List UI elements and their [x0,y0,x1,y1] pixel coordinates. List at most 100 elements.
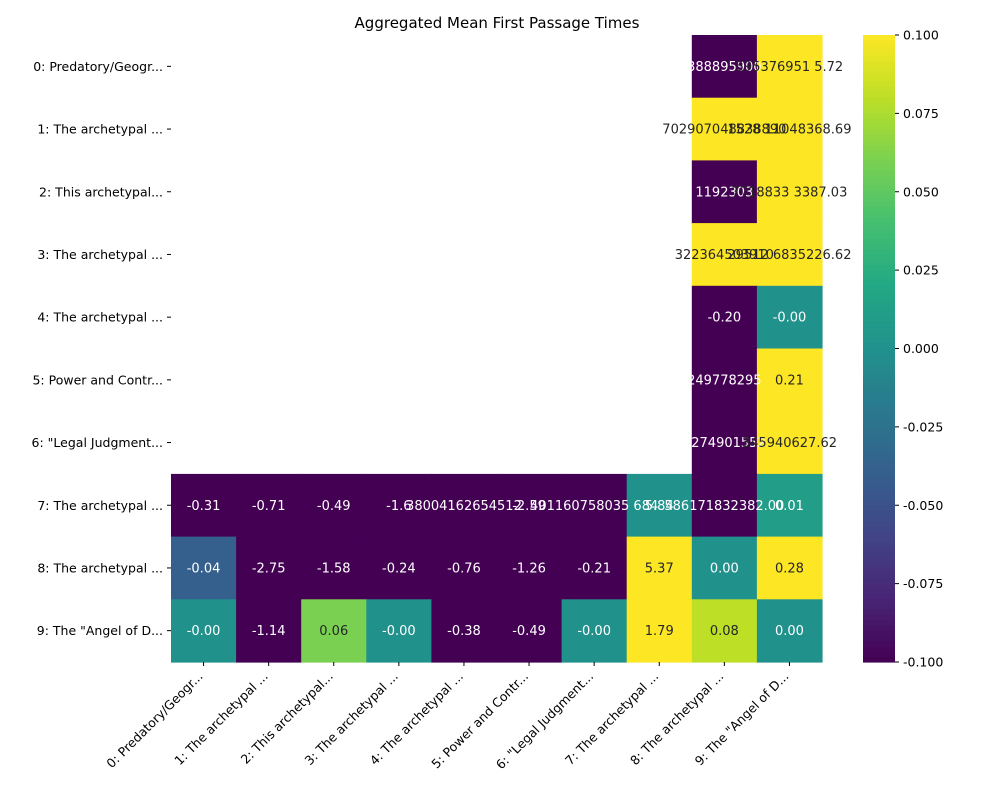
heatmap-cell [626,599,693,663]
heatmap-cells [171,35,823,663]
colorbar-segment [863,453,895,459]
colorbar-segment [863,291,895,297]
cell-value-label: -1.26 [512,561,546,576]
cell-value-label: 0.08 [710,624,739,639]
colorbar-segment [863,515,895,522]
colorbar-segment [863,338,895,344]
colorbar-segment [863,296,895,303]
heatmap-cell [171,536,237,600]
colorbar-segment [863,379,895,386]
colorbar-segment [863,609,895,616]
row-tick-labels: 0: Predatory/Geogr... 1: The archetypal .… [32,59,171,638]
colorbar-segment [863,45,895,52]
row-tick-label: 9: The "Angel of D... [37,623,163,638]
colorbar-segment [863,447,895,454]
cell-value-label: 345940627.62 [742,436,837,451]
chart-title: Aggregated Mean First Passage Times [355,14,640,32]
colorbar-segment [863,134,895,141]
heatmap-cell [301,536,367,600]
heatmap-cell [561,536,628,600]
row-tick-label: 3: The archetypal ... [37,247,163,262]
colorbar-segment [863,442,895,449]
heatmap-cell [171,599,237,663]
row-tick-label: 4: The archetypal ... [37,310,163,325]
colorbar-segment [863,567,895,574]
cell-value-label: 0.28 [775,561,804,576]
colorbar-segment [863,599,895,606]
heatmap-cell [756,473,823,538]
cell-value-label: -0.49 [512,624,546,639]
colorbar-segment [863,35,895,41]
heatmap-cell [756,536,823,600]
cell-value-label: 586171832382.00 [664,499,784,514]
colorbar-segment [863,630,895,637]
colorbar-segment [863,259,895,266]
cell-value-label: -0.00 [382,624,416,639]
colorbar-tick-label: 0.025 [903,263,939,278]
colorbar-segment [863,144,895,151]
heatmap-cell [366,473,432,538]
colorbar-segment [863,557,895,564]
heatmap-cell [366,599,432,663]
colorbar-segment [863,625,895,632]
heatmap-cell [691,223,758,287]
colorbar-segment [863,238,895,245]
colorbar-segment [863,635,895,642]
colorbar-segment [863,223,895,229]
cell-value-label: 0.01 [775,499,804,514]
heatmap-cell [626,536,693,600]
cell-value-label: -1.14 [252,624,286,639]
colorbar-segment [863,71,895,78]
cell-value-label: 0.00 [710,561,739,576]
colorbar-segment [863,494,895,501]
colorbar-tick-label: 0.050 [903,184,939,199]
cell-value-label: -2.75 [252,561,286,576]
colorbar-segment [863,40,895,47]
colorbar-segment [863,395,895,402]
colorbar-segment [863,129,895,135]
cell-value-label: 595376951 5.72 [736,60,844,75]
cell-value-label: -0.04 [187,561,221,576]
heatmap-cell [691,411,758,475]
heatmap-cell [756,223,823,287]
colorbar-segment [863,254,895,261]
cell-value-label: -2.59 [512,499,546,514]
colorbar-segment [863,531,895,538]
colorbar-segment [863,186,895,193]
colorbar-tick-label: -0.075 [903,576,943,591]
colorbar-segment [863,473,895,480]
colorbar-segment [863,421,895,428]
colorbar-tick-label: 0.100 [903,28,939,43]
heatmap-cell [691,285,758,350]
colorbar-tick-label: 0.000 [903,341,939,356]
row-tick-label: 1: The archetypal ... [37,122,163,137]
colorbar-segment [863,500,895,506]
cell-value-label: 401160758035 684 [530,499,658,514]
colorbar-segment [863,405,895,412]
colorbar-segment [863,270,895,276]
colorbar-tick-label: 0.075 [903,106,939,121]
cell-value-label: -0.71 [252,499,286,514]
heatmap-cell [691,599,758,663]
colorbar-segment [863,275,895,282]
heatmap-cell [431,473,498,538]
heatmap-cell [691,473,758,538]
colorbar-segment [863,343,895,350]
colorbar-segment [863,322,895,329]
cell-value-label: 1.79 [645,624,674,639]
cell-value-label: 249778295 [687,373,761,388]
colorbar-segment [863,55,895,62]
colorbar-segment [863,228,895,235]
heatmap-cell [171,473,237,538]
colorbar-segment [863,426,895,433]
colorbar-segment [863,358,895,365]
colorbar-segment [863,583,895,590]
heatmap-cell [236,599,302,663]
cell-value-label: 1274901552 [683,436,766,451]
colorbar-segment [863,562,895,569]
heatmap-cell [366,536,432,600]
colorbar-segment [863,301,895,308]
heatmap-cell [756,411,823,475]
colorbar-segment [863,536,895,543]
